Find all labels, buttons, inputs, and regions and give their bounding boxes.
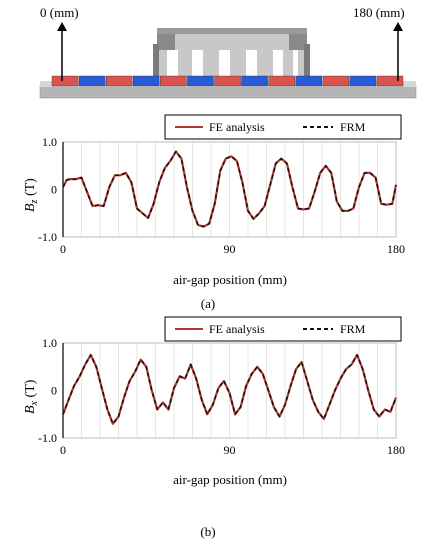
magnet-block	[349, 75, 377, 87]
chart-a-ytick-label: -1.0	[38, 230, 57, 244]
chart-a-ylabel-sub: z	[29, 199, 40, 204]
magnet-block	[268, 75, 295, 87]
chart-b-ytick-label: -1.0	[38, 431, 57, 445]
stator-back-iron	[39, 85, 417, 99]
magnet-block	[187, 75, 214, 87]
chart-a-xtick-label: 90	[224, 242, 236, 256]
chart-a-xlabel: air-gap position (mm)	[173, 272, 287, 287]
chart-a-ytick-label: 0	[51, 183, 57, 197]
magnet-block	[214, 75, 241, 87]
chart-a-ylabel-main: B	[23, 203, 38, 212]
chart-a-xtick-label: 0	[60, 242, 66, 256]
mover-tooth	[178, 50, 192, 76]
mover-tooth	[203, 50, 219, 76]
chart-b-ylabel: Bx (T)	[23, 379, 40, 414]
chart-b-legend-frm-label: FRM	[340, 322, 366, 336]
mover-tooth	[230, 50, 246, 76]
chart-b-ylabel-unit: (T)	[23, 379, 38, 401]
chart-a-series	[62, 150, 398, 228]
mover-tooth	[157, 50, 167, 76]
left-position-label: 0 (mm)	[40, 5, 79, 20]
magnet-block	[78, 75, 106, 87]
magnet-block	[376, 75, 404, 87]
magnet-block	[160, 75, 187, 87]
right-arrow-head	[393, 22, 403, 31]
left-arrow-head	[57, 22, 67, 31]
chart-b-series	[61, 353, 398, 425]
chart-b-legend-fe-label: FE analysis	[209, 322, 265, 336]
chart-b-xtick-label: 90	[224, 443, 236, 457]
magnet-block	[241, 75, 268, 87]
chart-b-ylabel-main: B	[23, 405, 38, 414]
mover-side-right	[304, 44, 310, 76]
chart-a-ylabel-unit: (T)	[23, 178, 38, 200]
chart-a-legend-fe-label: FE analysis	[209, 120, 265, 134]
chart-a-legend-frm-label: FRM	[340, 120, 366, 134]
magnet-block	[105, 75, 133, 87]
magnet-block	[322, 75, 350, 87]
chart-a-ytick-label: 1.0	[42, 135, 57, 149]
magnet-block	[51, 75, 79, 87]
chart-b-ylabel-sub: x	[29, 400, 40, 406]
mover-side-left	[153, 44, 159, 76]
chart-b-ytick-label: 1.0	[42, 336, 57, 350]
chart-a-ylabel: Bz (T)	[23, 178, 40, 212]
chart-a-xtick-label: 180	[387, 242, 405, 256]
chart-a-legend	[164, 114, 402, 140]
chart-b-xtick-label: 0	[60, 443, 66, 457]
chart-b-caption: (b)	[200, 524, 215, 539]
magnet-block	[295, 75, 323, 87]
chart-a-series-frm-line	[62, 150, 397, 228]
chart-b-series-frm-line	[62, 354, 397, 425]
mover-top-band	[157, 28, 307, 34]
right-position-label: 180 (mm)	[353, 5, 405, 20]
magnet-row	[51, 75, 404, 87]
chart-b-ytick-label: 0	[51, 384, 57, 398]
mover-tooth	[283, 50, 293, 76]
machine-diagram: 0 (mm) 180 (mm)	[39, 5, 417, 99]
mover-tooth	[298, 50, 307, 76]
magnet-block	[132, 75, 160, 87]
chart-b-xtick-label: 180	[387, 443, 405, 457]
mover-tooth	[257, 50, 273, 76]
chart-a-caption: (a)	[201, 296, 215, 311]
chart-b-legend	[164, 316, 402, 342]
chart-b-xlabel: air-gap position (mm)	[173, 472, 287, 487]
